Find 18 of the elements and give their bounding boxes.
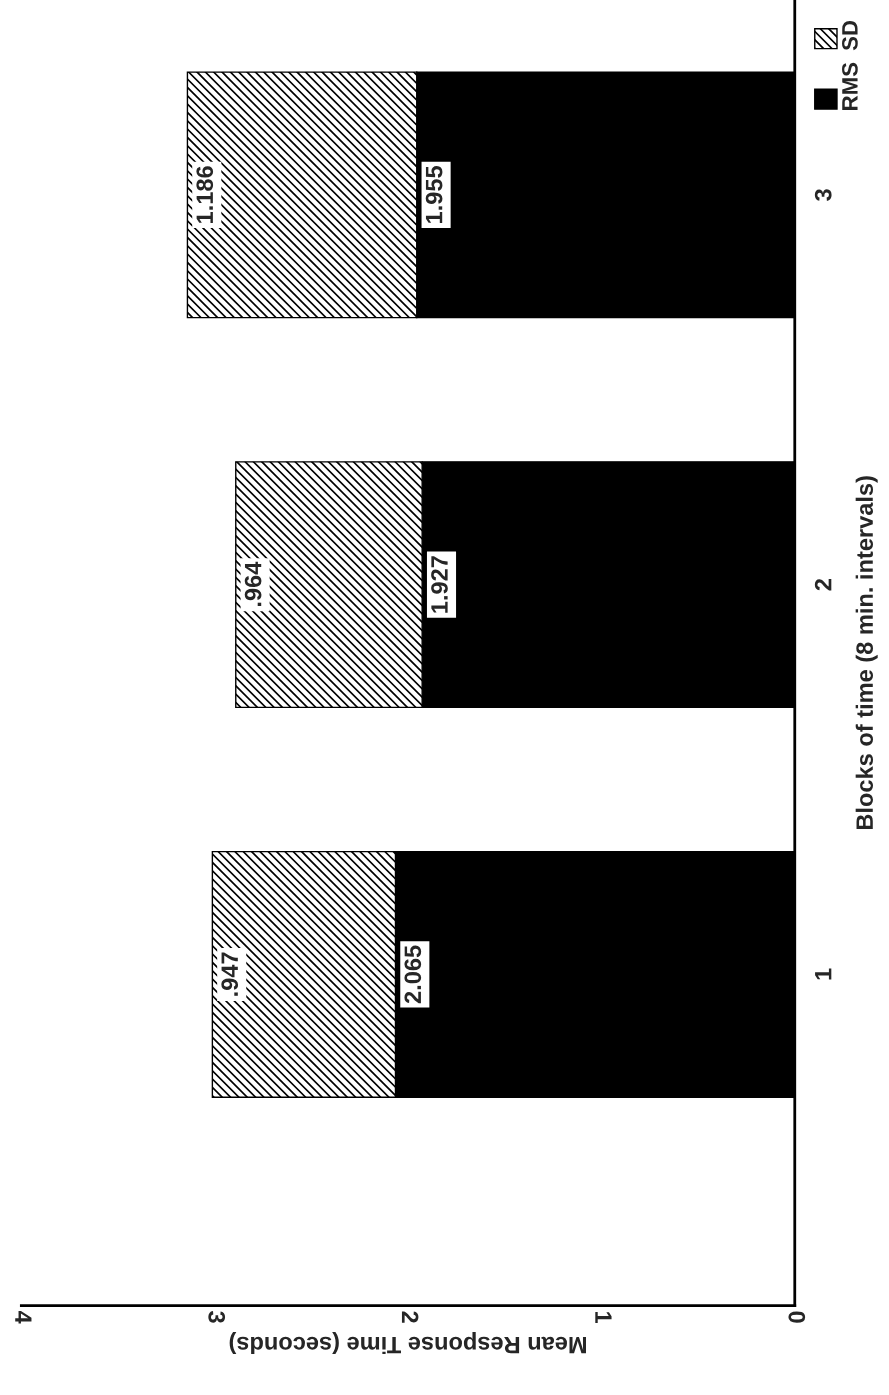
x-tick-label: 0 xyxy=(788,1311,806,1323)
legend-label: RMS xyxy=(842,62,858,110)
data-label: 1.186 xyxy=(196,166,214,223)
x-axis-title: Mean Response Time (seconds) xyxy=(229,1332,586,1355)
y-axis-title: Blocks of time (8 min. intervals) xyxy=(855,476,878,830)
data-label: .964 xyxy=(244,561,262,607)
data-label: .947 xyxy=(221,952,239,996)
x-tick-label: 1 xyxy=(595,1312,612,1324)
x-tick-label: 3 xyxy=(208,1311,226,1323)
data-label: 1.927 xyxy=(431,556,448,613)
data-label: 2.065 xyxy=(404,945,422,1004)
y-tick-label: 1 xyxy=(815,968,832,980)
legend-label: SD xyxy=(842,20,858,51)
x-tick-label: 2 xyxy=(401,1311,419,1323)
x-tick-label: 4 xyxy=(15,1310,32,1324)
y-tick-label: 2 xyxy=(814,579,832,591)
y-tick-label: 3 xyxy=(814,189,832,201)
data-label: 1.955 xyxy=(425,166,443,223)
